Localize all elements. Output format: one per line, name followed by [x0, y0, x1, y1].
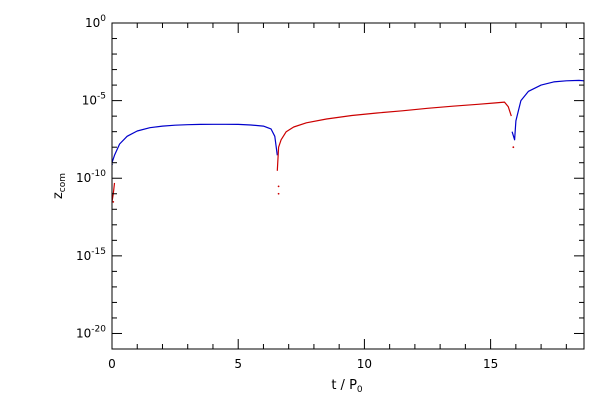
y-tick-label: 10-5	[82, 92, 106, 108]
y-axis-title: zcom	[51, 173, 68, 199]
series-0-line-0	[112, 123, 278, 163]
series-dot	[112, 200, 115, 203]
x-axis-title: t / P0	[331, 378, 363, 395]
y-tick-label-base: 10	[76, 171, 91, 185]
y-tick-label-exponent: 0	[100, 14, 106, 24]
y-tick-label-base: 10	[85, 16, 100, 30]
y-tick-label-base: 10	[82, 94, 97, 108]
series-1-line-1	[276, 101, 512, 171]
y-tick-label-exponent: -10	[91, 169, 106, 179]
y-tick-label: 10-20	[76, 324, 106, 340]
series-dot	[512, 146, 515, 149]
series-dot	[277, 185, 280, 188]
y-tick-label-base: 10	[76, 326, 91, 340]
y-tick-label: 100	[85, 14, 106, 30]
y-tick-label-base: 10	[76, 249, 91, 263]
plot-frame	[111, 22, 585, 350]
y-axis-title-main: z	[51, 192, 66, 199]
y-tick-label-exponent: -15	[91, 247, 106, 257]
x-axis-title-main: t / P	[331, 378, 357, 393]
axes-layer	[111, 22, 585, 350]
series-dot	[277, 192, 280, 195]
y-tick-label-exponent: -20	[91, 324, 106, 334]
y-axis-title-sub: com	[58, 173, 68, 192]
x-tick-label: 10	[357, 357, 372, 371]
x-axis-title-sub: 0	[357, 385, 363, 395]
series-0-line-1	[511, 79, 584, 141]
x-tick-label: 5	[234, 357, 242, 371]
x-tick-label: 15	[483, 357, 498, 371]
y-tick-label: 10-15	[76, 247, 106, 263]
labels-layer: t / P0 zcom	[51, 173, 363, 395]
y-tick-label-exponent: -5	[97, 92, 106, 102]
y-tick-label: 10-10	[76, 169, 106, 185]
x-tick-label: 0	[108, 357, 116, 371]
